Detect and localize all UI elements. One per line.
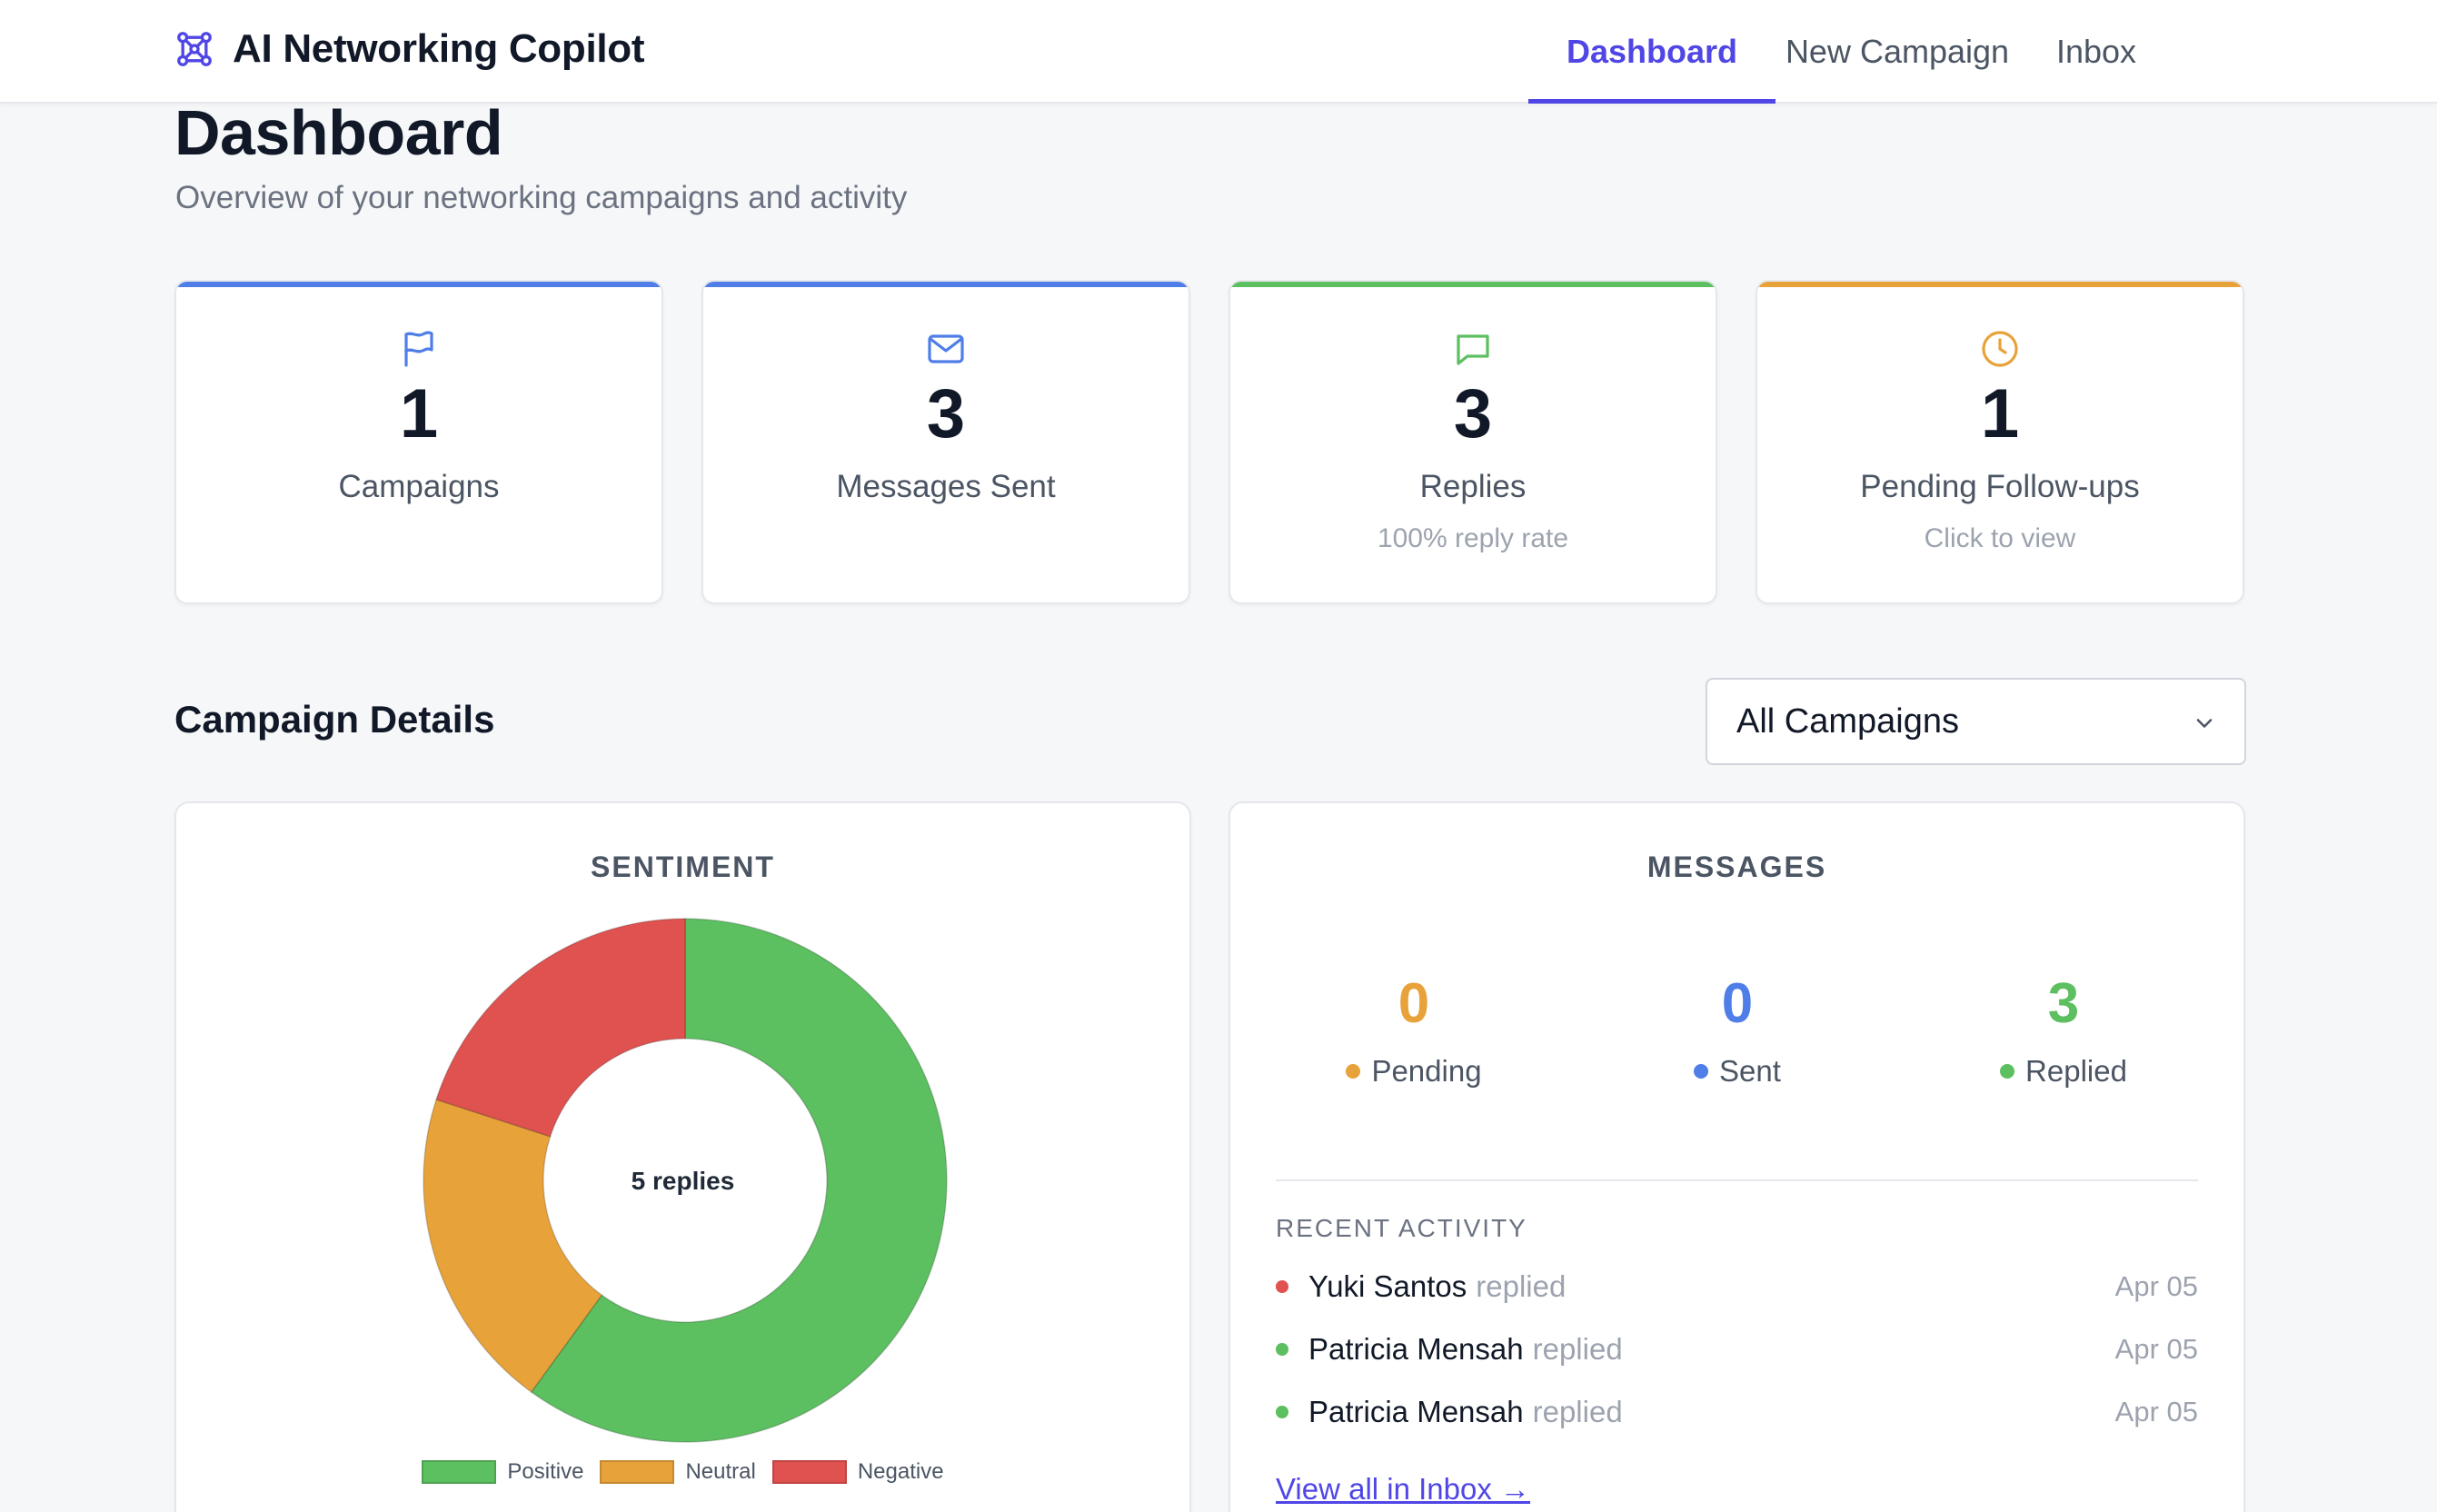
msg-label-text: Pending bbox=[1371, 1054, 1482, 1088]
legend-label: Positive bbox=[507, 1459, 584, 1484]
view-all-inbox-link[interactable]: View all in Inbox → bbox=[1276, 1472, 1531, 1506]
slice-positive[interactable] bbox=[530, 918, 948, 1443]
chat-bubble-icon bbox=[1457, 334, 1489, 365]
status-dot bbox=[1346, 1064, 1361, 1079]
page-title: Dashboard bbox=[174, 97, 503, 168]
top-nav-bar: AI Networking Copilot Dashboard New Camp… bbox=[0, 0, 2437, 104]
legend-swatch bbox=[771, 1460, 847, 1484]
sentiment-dot bbox=[1276, 1280, 1288, 1293]
msg-label: Pending bbox=[1278, 1054, 1550, 1089]
sentiment-title: SENTIMENT bbox=[591, 850, 775, 883]
messages-title: MESSAGES bbox=[1646, 850, 1827, 883]
legend-swatch bbox=[422, 1460, 497, 1484]
stat-label: Messages Sent bbox=[836, 469, 1056, 504]
network-nodes-icon bbox=[177, 32, 212, 66]
sentiment-dot bbox=[1276, 1406, 1288, 1418]
legend-item-positive[interactable]: Positive bbox=[422, 1459, 583, 1485]
status-dot bbox=[2000, 1064, 2015, 1079]
click-to-view: Click to view bbox=[1924, 523, 2076, 553]
donut-center-label: 5 replies bbox=[631, 1167, 735, 1195]
activity-date: Apr 05 bbox=[2114, 1270, 2198, 1302]
activity-verb: replied bbox=[1532, 1332, 1623, 1366]
sentiment-donut-chart bbox=[423, 918, 948, 1443]
stat-label: Pending Follow-ups bbox=[1860, 469, 2140, 504]
recent-activity-label: RECENT ACTIVITY bbox=[1276, 1214, 1527, 1242]
activity-date: Apr 05 bbox=[2114, 1333, 2198, 1365]
sentiment-panel: SENTIMENT 5 replies Positive Neutral Negat… bbox=[174, 801, 1191, 1512]
legend-item-neutral[interactable]: Neutral bbox=[600, 1459, 756, 1485]
activity-verb: replied bbox=[1532, 1395, 1623, 1428]
stat-label: Campaigns bbox=[338, 469, 500, 504]
card-accent bbox=[703, 282, 1189, 287]
slice-negative[interactable] bbox=[435, 918, 686, 1138]
msg-label-text: Replied bbox=[2025, 1054, 2127, 1088]
legend-label: Negative bbox=[857, 1459, 944, 1484]
campaign-select[interactable]: All Campaigns bbox=[1706, 678, 2246, 765]
app-title: AI Networking Copilot bbox=[233, 26, 645, 71]
activity-item[interactable]: Yuki Santos replied Apr 05 bbox=[1276, 1267, 2198, 1307]
tab-new-campaign[interactable]: New Campaign bbox=[1785, 33, 2010, 70]
msg-stat-sent: 0 Sent bbox=[1601, 976, 1874, 1089]
msg-label: Replied bbox=[1927, 1054, 2200, 1089]
stat-value: 1 bbox=[1980, 375, 2020, 453]
contact-name: Patricia Mensah bbox=[1308, 1332, 1524, 1366]
msg-label: Sent bbox=[1601, 1054, 1874, 1089]
stat-value: 1 bbox=[399, 375, 439, 453]
activity-item[interactable]: Patricia Mensah replied Apr 05 bbox=[1276, 1392, 2198, 1432]
stat-card-pending-followups[interactable]: 1 Pending Follow-ups Click to view bbox=[1756, 280, 2244, 604]
brand[interactable]: AI Networking Copilot bbox=[174, 24, 645, 75]
reply-rate: 100% reply rate bbox=[1377, 523, 1569, 553]
stat-label: Replies bbox=[1419, 469, 1527, 504]
stat-card-campaigns[interactable]: 1 Campaigns bbox=[174, 280, 663, 604]
msg-label-text: Sent bbox=[1719, 1054, 1781, 1088]
slice-neutral[interactable] bbox=[423, 1099, 603, 1394]
stat-value: 3 bbox=[926, 375, 966, 453]
chart-legend: Positive Neutral Negative bbox=[176, 1459, 1189, 1485]
msg-stat-replied: 3 Replied bbox=[1927, 976, 2200, 1089]
card-accent bbox=[1230, 282, 1716, 287]
msg-count: 0 bbox=[1398, 972, 1430, 1035]
campaign-details-title: Campaign Details bbox=[174, 698, 495, 741]
legend-label: Neutral bbox=[685, 1459, 756, 1484]
contact-name: Yuki Santos bbox=[1308, 1269, 1467, 1303]
stat-value: 3 bbox=[1453, 375, 1493, 453]
clock-icon bbox=[1982, 331, 2018, 367]
divider bbox=[1276, 1179, 2198, 1181]
contact-name: Patricia Mensah bbox=[1308, 1395, 1524, 1428]
sentiment-dot bbox=[1276, 1343, 1288, 1356]
messages-panel: MESSAGES 0 Pending 0 Sent 3 Replied RECE… bbox=[1228, 801, 2245, 1512]
campaign-select-value: All Campaigns bbox=[1736, 701, 1959, 741]
msg-count: 0 bbox=[1721, 972, 1754, 1035]
card-accent bbox=[176, 282, 661, 287]
flag-icon bbox=[404, 331, 433, 367]
activity-item[interactable]: Patricia Mensah replied Apr 05 bbox=[1276, 1329, 2198, 1369]
tab-dashboard[interactable]: Dashboard bbox=[1528, 0, 1776, 104]
stat-card-replies[interactable]: 3 Replies 100% reply rate bbox=[1228, 280, 1717, 604]
page-subtitle: Overview of your networking campaigns an… bbox=[175, 180, 908, 215]
activity-date: Apr 05 bbox=[2114, 1396, 2198, 1427]
status-dot bbox=[1694, 1064, 1709, 1079]
activity-verb: replied bbox=[1476, 1269, 1567, 1303]
mail-icon bbox=[928, 334, 964, 363]
chevron-down-icon bbox=[2196, 719, 2213, 728]
legend-swatch bbox=[600, 1460, 675, 1484]
legend-item-negative[interactable]: Negative bbox=[771, 1459, 944, 1485]
tab-inbox[interactable]: Inbox bbox=[2055, 33, 2137, 70]
msg-stat-pending: 0 Pending bbox=[1278, 976, 1550, 1089]
stat-card-messages-sent[interactable]: 3 Messages Sent bbox=[701, 280, 1190, 604]
msg-count: 3 bbox=[2047, 972, 2080, 1035]
card-accent bbox=[1757, 282, 2243, 287]
